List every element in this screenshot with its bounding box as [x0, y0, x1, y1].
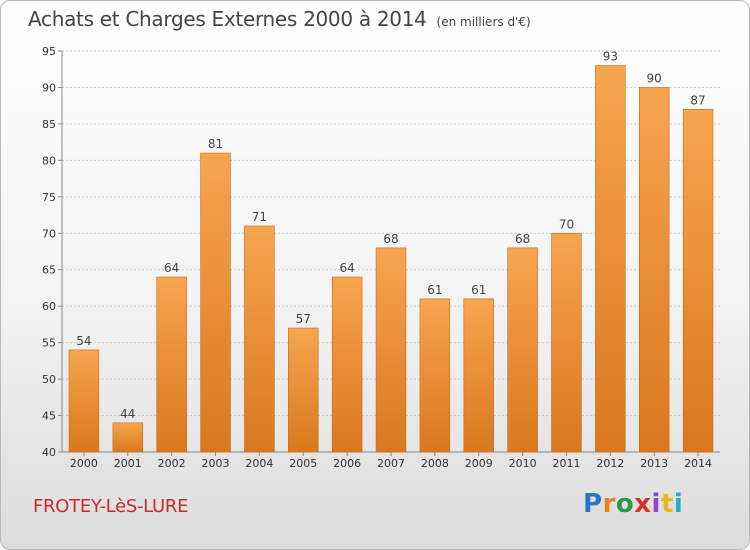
bar-2014 [682, 109, 714, 453]
x-tick-label-2009: 2009 [465, 457, 493, 470]
logo-letter: r [602, 489, 616, 519]
value-label-2000: 54 [76, 334, 91, 348]
bar-2013 [638, 87, 670, 453]
y-tick-label: 60 [42, 300, 56, 313]
value-label-2011: 70 [559, 217, 574, 231]
y-tick-label: 40 [42, 446, 56, 459]
y-tick-label: 80 [42, 154, 56, 167]
chart-unit-label: (en milliers d'€) [436, 15, 531, 29]
x-tick-label-2007: 2007 [377, 457, 405, 470]
chart-title-text: Achats et Charges Externes 2000 à 2014 [28, 7, 427, 31]
bar-2007 [375, 247, 407, 453]
x-tick-label-2006: 2006 [333, 457, 361, 470]
x-tick-label-2008: 2008 [421, 457, 449, 470]
value-label-2004: 71 [252, 210, 267, 224]
bar-2011 [551, 232, 582, 453]
x-tick-label-2011: 2011 [552, 457, 580, 470]
value-label-2002: 64 [164, 261, 179, 275]
bar-2009 [463, 298, 494, 453]
y-tick-label: 90 [42, 81, 56, 94]
x-tick-label-2014: 2014 [684, 457, 712, 470]
value-label-2010: 68 [515, 232, 530, 246]
bar-2010 [507, 247, 538, 453]
proxiti-logo: Proxiti [583, 489, 683, 519]
logo-letter: t [660, 489, 674, 519]
x-tick-label-2003: 2003 [202, 457, 230, 470]
y-tick-label: 70 [42, 227, 56, 240]
logo-letter: x [634, 489, 652, 519]
y-tick-label: 45 [42, 410, 56, 423]
y-tick-label: 75 [42, 191, 56, 204]
x-tick-label-2001: 2001 [114, 457, 142, 470]
bar-2006 [331, 276, 363, 453]
value-label-2006: 64 [339, 261, 354, 275]
bar-2001 [112, 422, 144, 453]
y-tick-label: 85 [42, 118, 56, 131]
value-label-2007: 68 [383, 232, 398, 246]
value-label-2001: 44 [120, 407, 135, 421]
bar-2005 [288, 327, 319, 453]
y-tick-label: 55 [42, 337, 56, 350]
x-tick-label-2013: 2013 [640, 457, 668, 470]
bar-2000 [68, 349, 100, 453]
logo-letter: P [583, 489, 603, 519]
x-tick-label-2012: 2012 [596, 457, 624, 470]
y-tick-label: 65 [42, 264, 56, 277]
bar-2012 [595, 65, 626, 453]
value-label-2008: 61 [427, 283, 442, 297]
logo-letter: o [615, 489, 635, 519]
value-label-2012: 93 [603, 50, 618, 64]
bar-2003 [200, 152, 231, 453]
y-tick-label: 50 [42, 373, 56, 386]
x-tick-label-2000: 2000 [70, 457, 98, 470]
value-label-2005: 57 [296, 312, 311, 326]
x-tick-label-2010: 2010 [509, 457, 537, 470]
value-label-2014: 87 [690, 93, 705, 107]
y-tick-label: 95 [42, 45, 56, 58]
x-tick-label-2002: 2002 [158, 457, 186, 470]
bar-2008 [419, 298, 451, 453]
x-tick-label-2005: 2005 [289, 457, 317, 470]
x-tick-label-2004: 2004 [245, 457, 273, 470]
bar-2002 [156, 276, 187, 453]
chart-title: Achats et Charges Externes 2000 à 2014 (e… [28, 7, 531, 31]
town-name: FROTEY-LèS-LURE [33, 496, 189, 517]
bar-2004 [244, 225, 275, 453]
value-label-2009: 61 [471, 283, 486, 297]
logo-letter: i [673, 489, 684, 519]
value-label-2003: 81 [208, 137, 223, 151]
logo-letter: i [651, 489, 661, 519]
value-label-2013: 90 [647, 71, 662, 85]
